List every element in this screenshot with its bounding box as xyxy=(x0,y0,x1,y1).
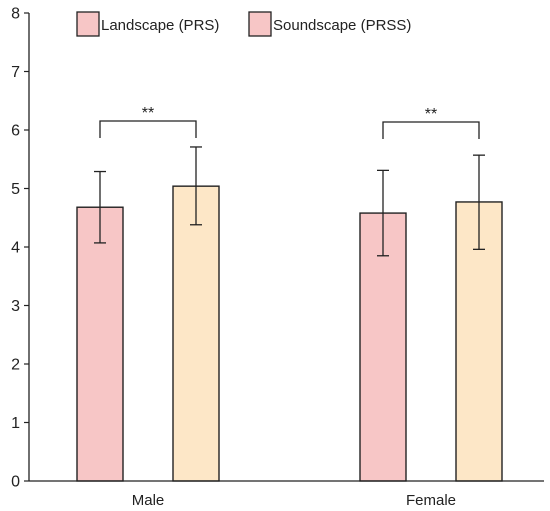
y-tick-label: 6 xyxy=(11,123,20,140)
y-tick-label: 2 xyxy=(11,357,20,374)
legend: Landscape (PRS) Soundscape (PRSS) xyxy=(76,11,411,37)
x-axis-labels: Male Female xyxy=(132,492,456,509)
legend-swatch xyxy=(248,11,272,37)
legend-label: Soundscape (PRSS) xyxy=(273,17,411,34)
bar-male-soundscape xyxy=(172,185,220,482)
y-tick-label: 3 xyxy=(11,298,20,315)
x-category-label: Male xyxy=(132,492,165,509)
significance-label: ** xyxy=(425,106,437,123)
y-tick-label: 4 xyxy=(11,240,20,257)
significance-brackets: ** ** xyxy=(99,105,480,139)
bars xyxy=(76,185,503,482)
legend-label: Landscape (PRS) xyxy=(101,17,219,34)
error-bars xyxy=(94,146,485,257)
significance-label: ** xyxy=(142,105,154,122)
bar-female-landscape xyxy=(359,212,407,482)
y-tick-label: 7 xyxy=(11,64,20,81)
legend-swatch xyxy=(76,11,100,37)
y-tick-label: 5 xyxy=(11,181,20,198)
significance-bracket xyxy=(382,121,480,139)
y-tick-label: 1 xyxy=(11,415,20,432)
y-tick-label: 8 xyxy=(11,6,20,23)
significance-bracket xyxy=(99,120,197,138)
bar-male-landscape xyxy=(76,206,124,482)
x-category-label: Female xyxy=(406,492,456,509)
y-axis: 0 1 2 3 4 5 6 7 8 xyxy=(11,6,544,491)
y-tick-label: 0 xyxy=(11,474,20,491)
